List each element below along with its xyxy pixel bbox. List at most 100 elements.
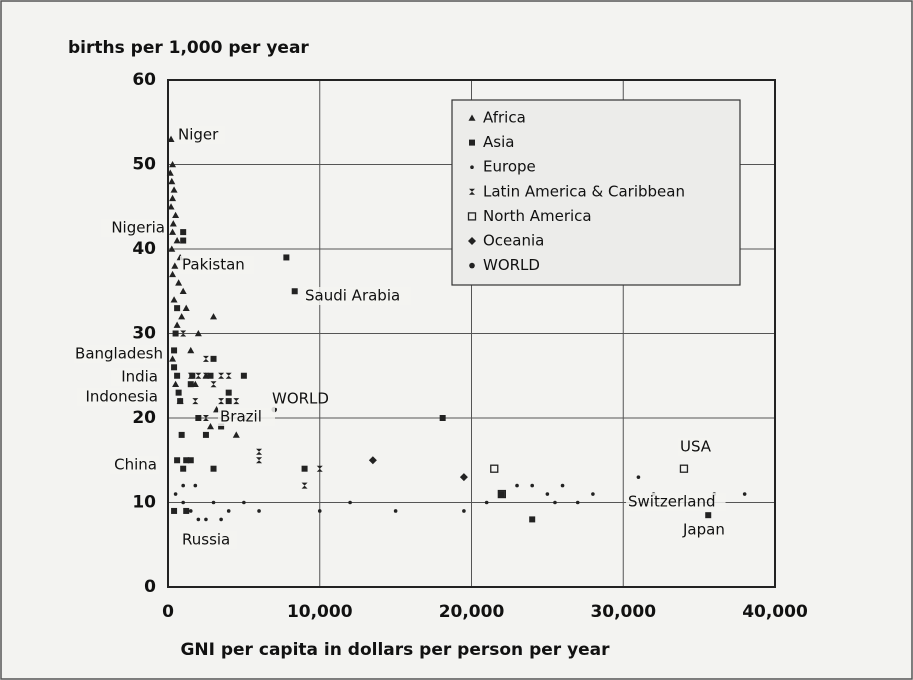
marker-dot — [545, 492, 550, 496]
marker-square — [195, 415, 202, 421]
marker-dot — [226, 509, 231, 513]
annotation: Switzerland — [628, 493, 716, 511]
marker-open-square — [467, 212, 477, 221]
marker-triangle — [187, 346, 195, 354]
marker-square — [498, 491, 505, 498]
marker-dot — [462, 509, 466, 513]
marker-triangle — [468, 114, 476, 121]
marker-triangle — [169, 161, 177, 168]
legend-label: Latin America & Caribbean — [483, 182, 685, 200]
marker-bowtie — [218, 398, 225, 405]
marker-diamond — [368, 456, 377, 465]
marker-square — [210, 465, 217, 472]
annotation: Indonesia — [85, 388, 158, 406]
marker-bowtie — [233, 398, 240, 405]
marker-dot — [575, 500, 580, 505]
marker-triangle — [168, 245, 176, 252]
annotation: Niger — [178, 126, 219, 144]
marker-bowtie — [316, 465, 323, 472]
marker-square — [210, 355, 217, 362]
marker-square — [225, 389, 232, 396]
marker-square — [180, 237, 187, 244]
marker-triangle — [172, 211, 180, 218]
y-tick-label: 50 — [132, 155, 156, 175]
marker-square — [469, 139, 475, 146]
marker-square — [174, 457, 181, 464]
marker-triangle — [167, 135, 175, 142]
marker-square — [240, 372, 247, 379]
marker-triangle — [170, 296, 178, 303]
marker-triangle — [170, 186, 178, 193]
marker-square — [705, 512, 712, 519]
marker-dot — [742, 492, 747, 496]
marker-bowtie — [202, 355, 209, 362]
marker-square — [180, 229, 187, 236]
marker-square — [183, 457, 190, 464]
annotation-bg — [180, 256, 254, 274]
legend-label: North America — [483, 207, 592, 225]
marker-bowtie — [210, 381, 217, 388]
marker-dot — [181, 483, 185, 488]
marker-triangle — [179, 287, 187, 295]
marker-dot — [257, 509, 261, 513]
marker-triangle — [167, 203, 175, 210]
marker-triangle — [173, 237, 181, 244]
marker-dot — [484, 500, 489, 505]
y-tick-label: 10 — [132, 493, 156, 513]
marker-dot — [515, 483, 519, 488]
marker-square — [172, 330, 179, 337]
marker-dot — [219, 517, 223, 522]
marker-dot — [560, 483, 565, 488]
marker-triangle — [169, 220, 177, 227]
annotation: Russia — [182, 531, 230, 549]
marker-triangle — [168, 177, 176, 185]
y-tick-label: 20 — [132, 408, 156, 428]
marker-dot — [204, 517, 208, 522]
annotation: WORLD — [272, 390, 329, 408]
marker-square — [189, 372, 196, 379]
marker-bowtie — [469, 188, 475, 195]
marker-diamond — [459, 473, 468, 482]
annotation-bg — [110, 456, 159, 474]
marker-triangle — [182, 304, 190, 311]
marker-triangle — [169, 194, 177, 202]
marker-square — [174, 305, 181, 312]
annotation-bg — [74, 345, 165, 363]
annotation-bg — [111, 368, 160, 386]
marker-dot — [530, 483, 534, 488]
marker-bowtie — [202, 372, 209, 379]
marker-square — [202, 431, 209, 438]
annotation-bg — [678, 438, 710, 456]
y-tick-label: 30 — [132, 324, 156, 344]
y-tick-label: 60 — [132, 70, 156, 90]
marker-dot — [196, 517, 201, 522]
annotation-bg — [218, 408, 275, 426]
marker-bowtie — [256, 448, 263, 455]
marker-triangle — [166, 169, 174, 176]
marker-triangle — [169, 355, 177, 362]
annotation-bg — [303, 287, 411, 305]
marker-dot — [211, 500, 216, 505]
annotation: Bangladesh — [75, 345, 163, 363]
marker-triangle — [210, 313, 218, 320]
marker-square — [283, 254, 290, 261]
marker-square — [171, 507, 178, 514]
marker-dot — [242, 500, 246, 505]
marker-dot — [553, 500, 557, 505]
marker-square — [180, 465, 187, 472]
marker-square — [218, 423, 225, 430]
annotation-bg — [681, 521, 730, 539]
marker-bowtie — [202, 415, 209, 421]
legend-label: Europe — [483, 158, 536, 176]
annotation-bg — [180, 531, 237, 549]
x-tick-label: 30,000 — [590, 602, 656, 622]
marker-bowtie — [195, 372, 202, 379]
marker-square — [225, 398, 232, 405]
marker-triangle — [172, 380, 180, 387]
marker-open-square — [679, 464, 689, 473]
marker-diamond — [468, 237, 476, 245]
marker-dot — [393, 509, 398, 513]
marker-world — [469, 262, 475, 269]
x-tick-label: 0 — [162, 602, 174, 622]
